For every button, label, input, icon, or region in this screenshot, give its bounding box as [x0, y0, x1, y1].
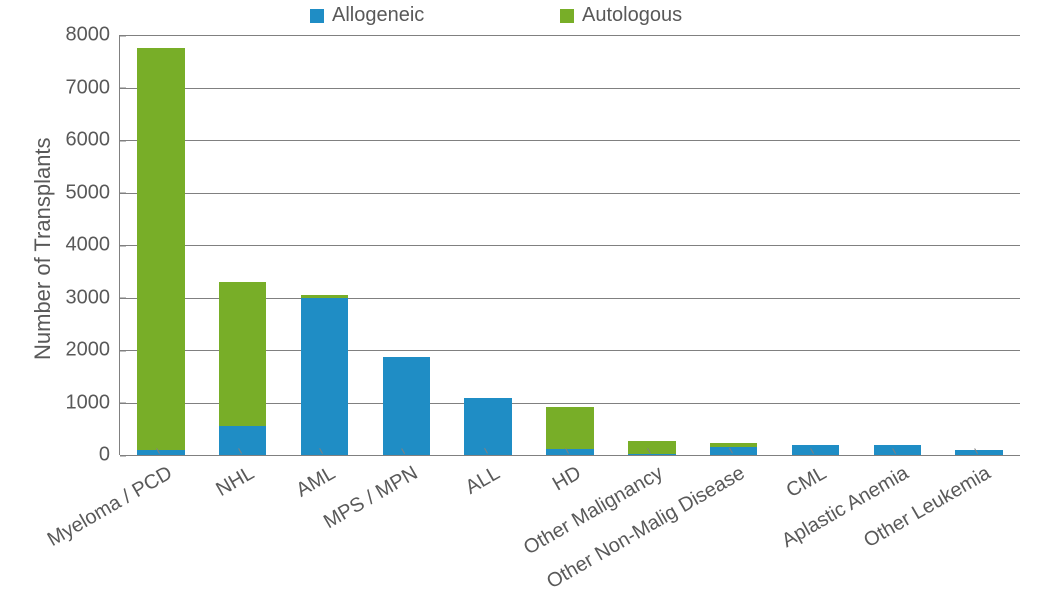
y-tick-label: 5000 [66, 181, 121, 204]
bar-segment-autologous [710, 443, 757, 446]
y-tick-label: 6000 [66, 129, 121, 152]
bar [546, 407, 593, 455]
y-tick-label: 1000 [66, 391, 121, 414]
x-tick-label: NHL [208, 455, 258, 502]
y-axis-label: Number of Transplants [30, 137, 56, 360]
bar [464, 398, 511, 455]
bar [383, 357, 430, 455]
bar [137, 48, 184, 455]
y-axis [119, 35, 120, 455]
x-axis [120, 455, 1020, 456]
x-tick-label: MPS / MPN [316, 455, 422, 534]
legend-item-allogeneic: Allogeneic [310, 4, 424, 27]
gridline [120, 193, 1020, 194]
legend-swatch-autologous [560, 9, 574, 23]
bar-segment-allogeneic [874, 445, 921, 455]
y-tick-label: 2000 [66, 339, 121, 362]
gridline [120, 35, 1020, 36]
legend-item-autologous: Autologous [560, 4, 682, 27]
bar-segment-autologous [301, 295, 348, 297]
bar-segment-autologous [628, 441, 675, 455]
gridline [120, 88, 1020, 89]
legend-label-autologous: Autologous [582, 4, 682, 27]
x-tick-label: AML [289, 455, 340, 502]
x-tick-label: HD [545, 455, 586, 496]
bar [301, 295, 348, 455]
bar [628, 441, 675, 455]
bar-segment-allogeneic [464, 398, 511, 455]
legend-label-allogeneic: Allogeneic [332, 4, 424, 27]
bar-segment-allogeneic [219, 426, 266, 455]
x-tick-label: ALL [457, 455, 503, 500]
bar [219, 282, 266, 455]
bar [874, 445, 921, 455]
plot-area: 010002000300040005000600070008000Myeloma… [120, 35, 1020, 455]
bar-segment-autologous [219, 282, 266, 426]
chart-stage: Allogeneic Autologous Number of Transpla… [0, 0, 1050, 601]
y-tick-label: 3000 [66, 286, 121, 309]
gridline [120, 245, 1020, 246]
bar-segment-allogeneic [301, 298, 348, 456]
gridline [120, 140, 1020, 141]
y-tick-label: 7000 [66, 76, 121, 99]
x-tick-label: Myeloma / PCD [40, 455, 177, 552]
y-tick-label: 0 [99, 444, 120, 467]
legend-swatch-allogeneic [310, 9, 324, 23]
bar-segment-autologous [137, 48, 184, 450]
y-tick-label: 8000 [66, 24, 121, 47]
bar-segment-autologous [546, 407, 593, 449]
bar [710, 443, 757, 455]
bar-segment-allogeneic [383, 357, 430, 455]
x-tick-label: CML [779, 455, 831, 503]
bar [792, 445, 839, 456]
bar-segment-allogeneic [710, 447, 757, 455]
bar-segment-allogeneic [792, 445, 839, 456]
y-tick-label: 4000 [66, 234, 121, 257]
